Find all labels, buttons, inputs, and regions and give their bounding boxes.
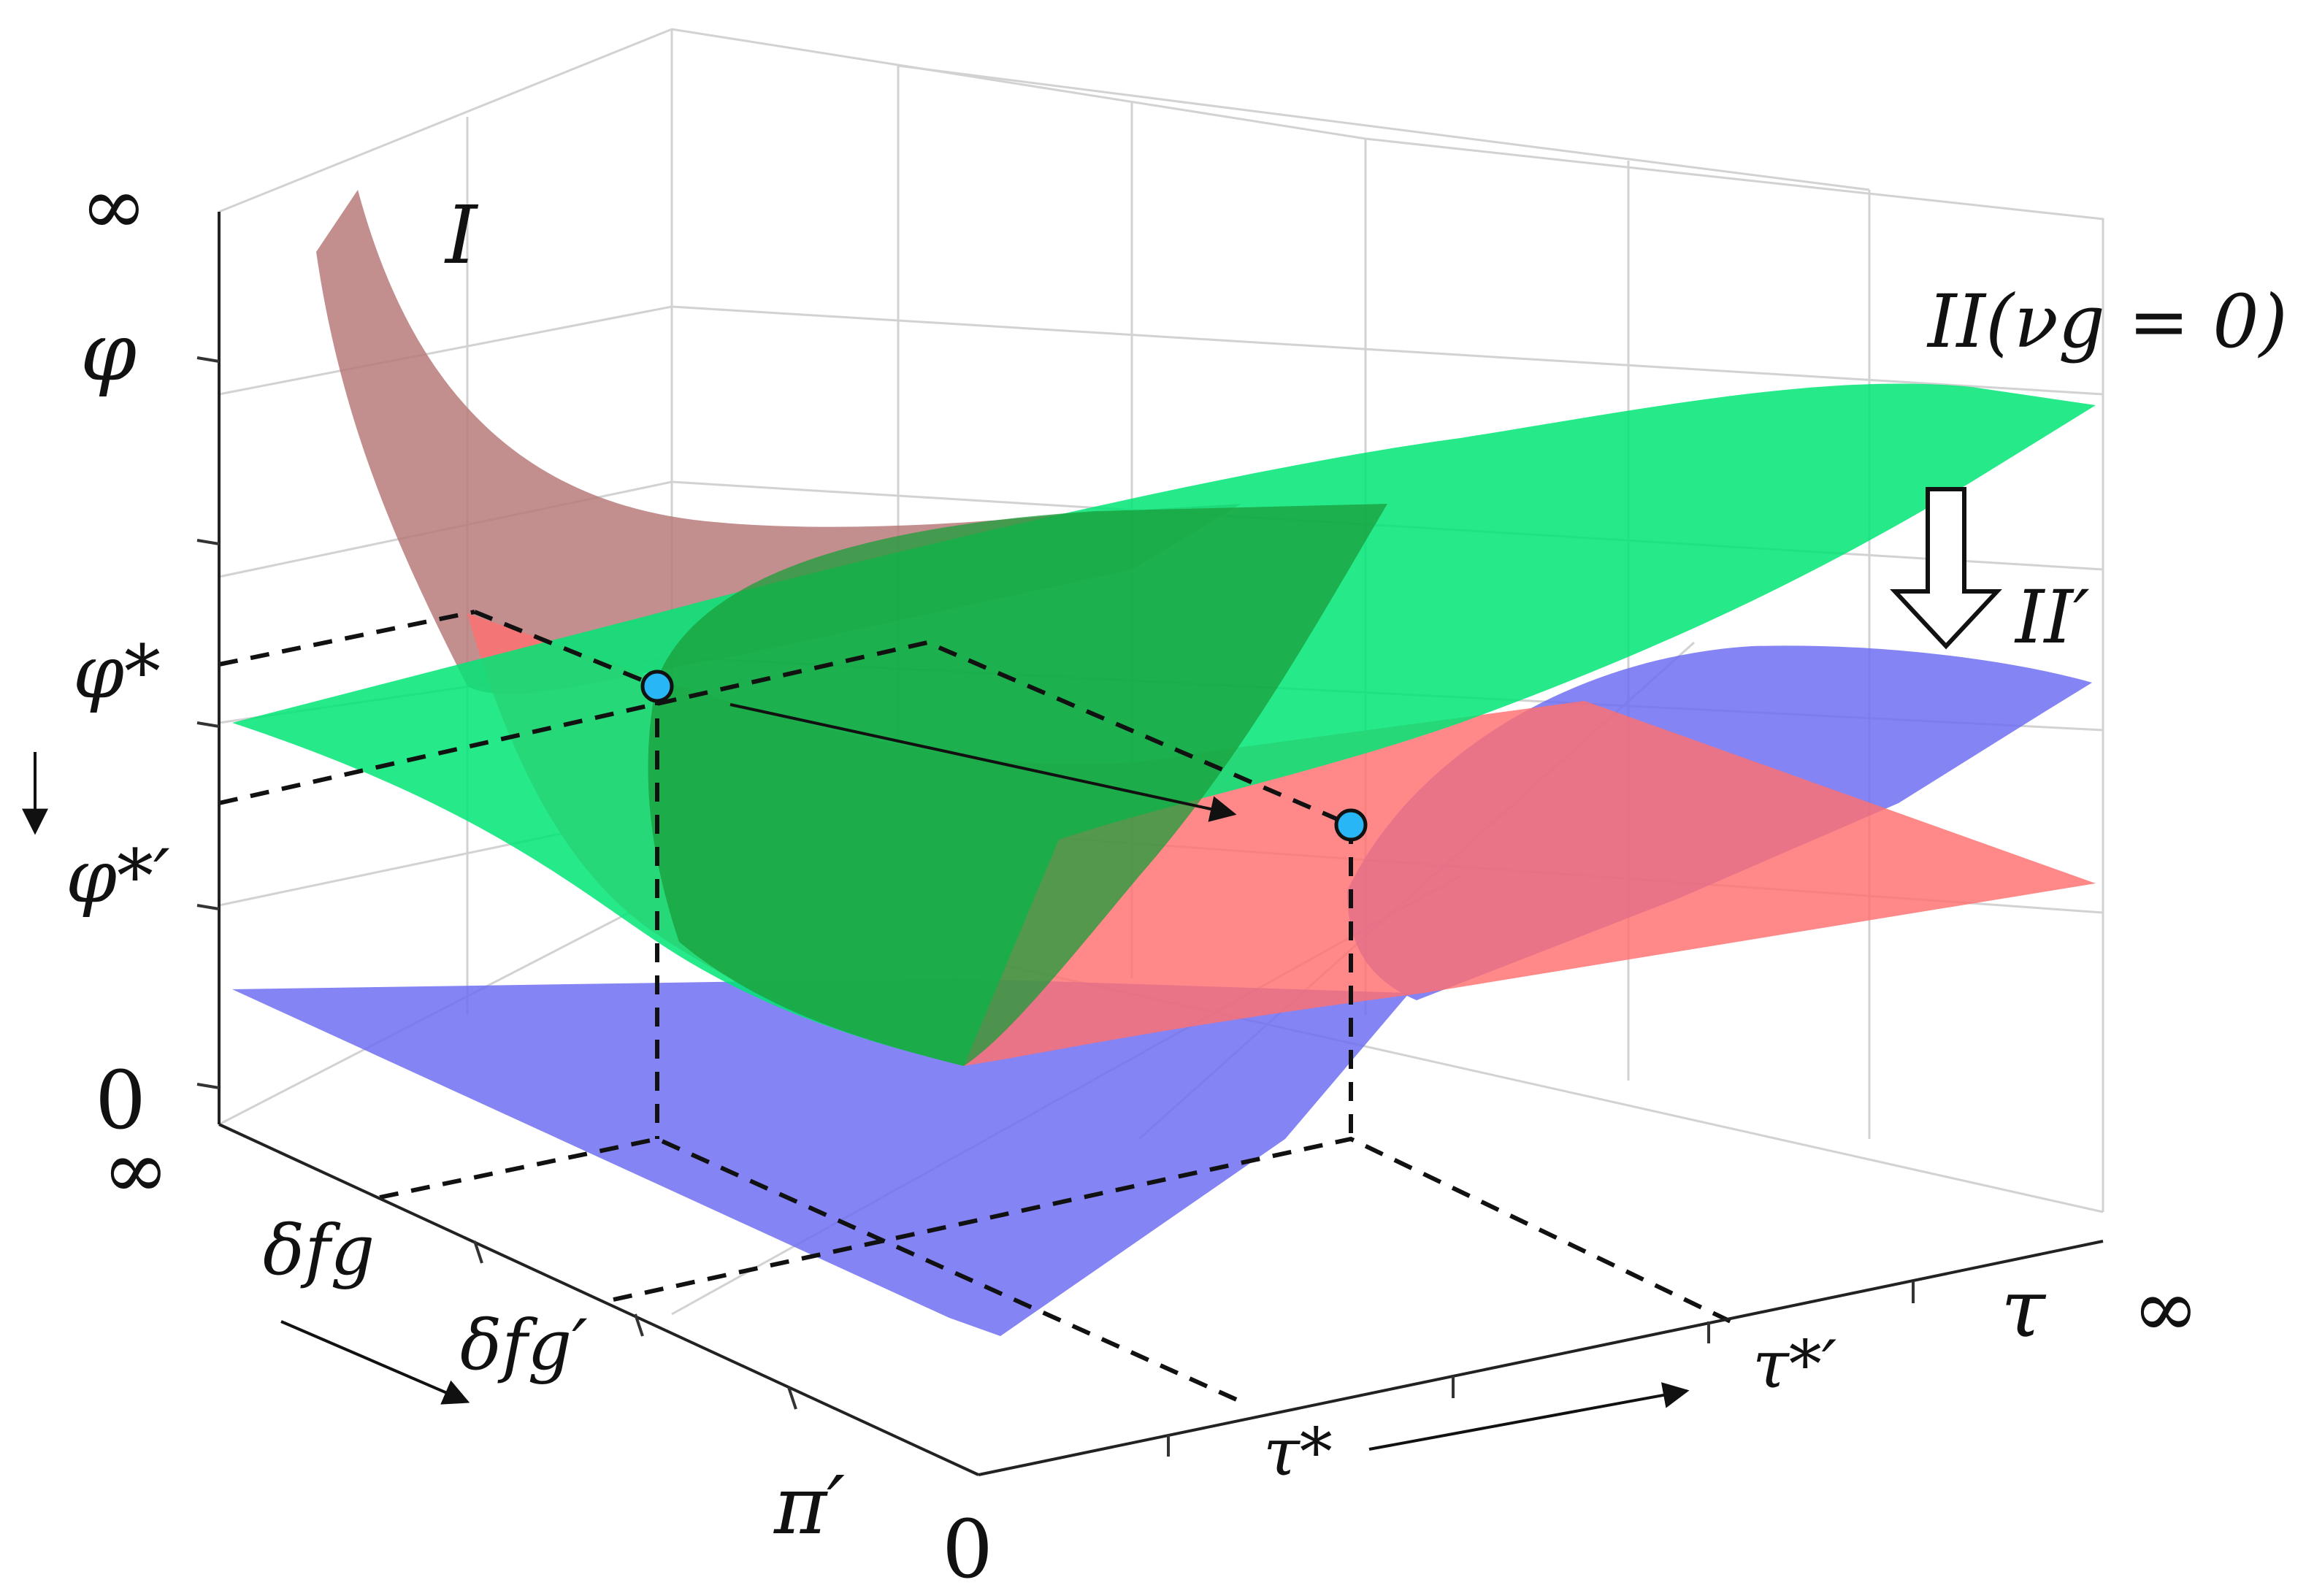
- depth-axis: [218, 1123, 979, 1476]
- horizontal-inf-label: ∞: [2132, 1262, 2199, 1355]
- surface-II-label: II(νg = 0): [1926, 279, 2288, 364]
- equilibrium-point-initial: [640, 670, 674, 703]
- vertical-zero-label: 0: [95, 1054, 146, 1147]
- axes: [196, 212, 2104, 1476]
- delta-fg-prime-dash: [613, 1136, 1732, 1324]
- transition-arrow: [729, 703, 1237, 822]
- surface-I-label: I: [444, 188, 479, 282]
- horizontal-axis: [978, 1240, 2104, 1476]
- phi-star-prime-dash: [218, 640, 1352, 827]
- right-arrow-icon: [1368, 1382, 1690, 1451]
- phi-star-dash: [218, 610, 475, 667]
- hollow-down-arrow-icon: [1890, 487, 2002, 650]
- phi-star-top-dash: [473, 610, 659, 688]
- projection-lines: [218, 610, 1732, 1404]
- equilibrium-points: [640, 670, 1368, 842]
- equilibrium-point-shifted: [1334, 808, 1368, 842]
- phi-label: φ: [80, 305, 137, 399]
- depth-zero-label: 0: [942, 1503, 993, 1596]
- surface-II-prime-label: II′: [2014, 575, 2090, 660]
- phi-star-label: φ*: [73, 629, 161, 715]
- tau-star-prime-label: τ*′: [1753, 1327, 1836, 1403]
- diagonal-arrow-icon: [280, 1320, 470, 1405]
- pi-prime-label: π′: [773, 1459, 845, 1552]
- surface-II: [232, 383, 2096, 1066]
- shift-arrows: [22, 487, 2002, 1451]
- delta-fg-prime-label: δfg′: [460, 1305, 588, 1386]
- depth-inf-label: ∞: [102, 1123, 169, 1216]
- tau-star-label: τ*: [1263, 1414, 1333, 1491]
- tau-label: τ: [2001, 1262, 2047, 1355]
- delta-fg-dash: [379, 1136, 1243, 1404]
- delta-fg-label: δfg: [263, 1211, 375, 1291]
- phi-star-prime-label: φ*′: [66, 834, 170, 919]
- vertical-inf-label: ∞: [80, 159, 148, 253]
